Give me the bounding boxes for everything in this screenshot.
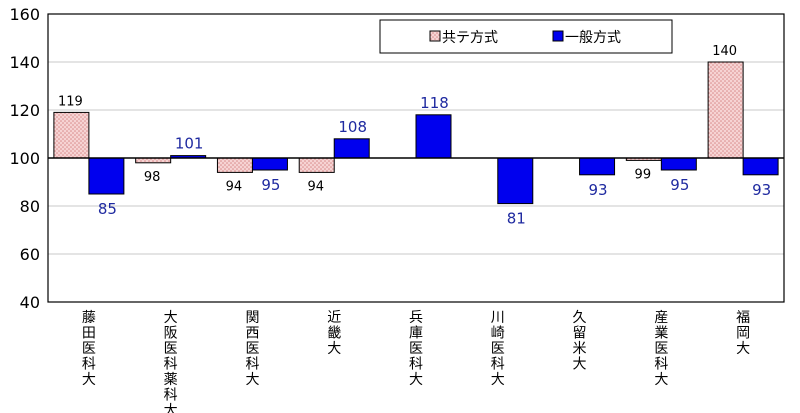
x-tick-label: 近畿大: [327, 310, 341, 357]
data-label-kyotsu: 140: [712, 44, 737, 59]
legend-swatch-kyotsu: [429, 30, 441, 42]
bar-ippan: [660, 157, 697, 171]
bar-kyotsu: [135, 157, 172, 164]
bar-ippan: [251, 157, 288, 171]
y-tick-label: 80: [20, 197, 40, 216]
legend-label-kyotsu: 共テ方式: [442, 30, 498, 46]
y-tick-label: 140: [9, 53, 40, 72]
data-label-ippan: 118: [420, 94, 449, 112]
y-tick-label: 100: [9, 149, 40, 168]
bar-kyotsu: [298, 157, 335, 173]
x-tick-label: 藤田医科大: [82, 310, 96, 388]
x-tick-label: 関西医科大: [245, 310, 259, 388]
x-tick-label: 大阪医科薬科大: [164, 310, 178, 413]
x-tick-label: 久留米大: [573, 310, 587, 373]
legend: 共テ方式 一般方式: [379, 19, 673, 54]
y-tick-label: 120: [9, 101, 40, 120]
data-label-kyotsu: 119: [58, 94, 83, 109]
bar-kyotsu: [216, 157, 253, 173]
data-label-ippan: 85: [98, 200, 117, 218]
x-tick-label: 兵庫医科大: [409, 310, 423, 388]
data-label-ippan: 108: [338, 118, 367, 136]
x-tick-label: 川崎医科大: [491, 310, 505, 388]
bar-kyotsu: [707, 61, 744, 159]
legend-label-ippan: 一般方式: [565, 30, 621, 46]
data-label-ippan: 101: [175, 135, 204, 153]
bar-ippan: [415, 114, 452, 159]
bar-kyotsu: [53, 111, 90, 159]
data-label-ippan: 81: [507, 210, 526, 228]
data-labels: 119 85 98 101 94 95 94 108 118 81 93 99 95 140 93: [58, 44, 771, 228]
data-label-kyotsu: 94: [226, 179, 243, 194]
legend-box: [379, 19, 673, 54]
data-label-kyotsu: 99: [635, 167, 652, 182]
bar-ippan: [333, 138, 370, 159]
bar-ippan: [579, 157, 616, 176]
data-label-kyotsu: 98: [144, 170, 161, 185]
bar-ippan: [497, 157, 534, 205]
data-label-ippan: 95: [670, 176, 689, 194]
data-label-ippan: 93: [752, 181, 771, 199]
data-label-ippan: 95: [261, 176, 280, 194]
x-tick-label: 産業医科大: [654, 310, 668, 388]
y-axis: 40 60 80 100 120 140 160: [9, 5, 40, 312]
bar-ippan: [88, 157, 125, 195]
y-tick-label: 160: [9, 5, 40, 24]
x-axis: 藤田医科大 大阪医科薬科大 関西医科大 近畿大 兵庫医科大 川崎医科大 久留米大 産業医科大 福…: [82, 310, 750, 413]
data-label-kyotsu: 94: [307, 179, 324, 194]
bar-ippan: [742, 157, 779, 176]
y-tick-label: 60: [20, 245, 40, 264]
y-tick-label: 40: [20, 293, 40, 312]
data-label-ippan: 93: [589, 181, 608, 199]
legend-swatch-ippan: [552, 30, 564, 42]
x-tick-label: 福岡大: [736, 310, 750, 357]
bars: [48, 61, 784, 205]
